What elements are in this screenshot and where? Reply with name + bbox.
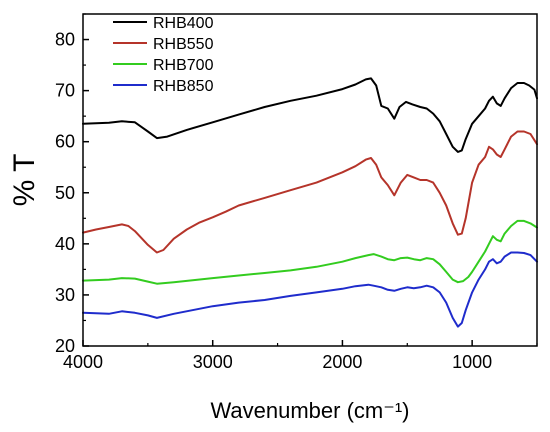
- axes-layer: 4000 3000 2000 1000 20 30 40 50 60 70 80: [55, 13, 538, 372]
- legend-label: RHB850: [153, 78, 214, 95]
- x-tick-label: 3000: [193, 352, 233, 372]
- y-tick-label: 40: [55, 234, 75, 254]
- series-layer: [82, 77, 538, 328]
- y-tick-label: 50: [55, 183, 75, 203]
- x-axis-label: Wavenumber (cm⁻¹): [210, 398, 409, 423]
- y-tick-label: 80: [55, 30, 75, 50]
- legend-label: RHB550: [153, 36, 214, 53]
- series-line-rhb550: [82, 130, 538, 254]
- legend-label: RHB400: [153, 15, 214, 32]
- y-tick-label: 60: [55, 132, 75, 152]
- y-tick-label: 30: [55, 285, 75, 305]
- legend: RHB400 RHB550 RHB700 RHB850: [113, 15, 214, 95]
- series-line-rhb700: [82, 219, 538, 285]
- y-tick-label: 20: [55, 336, 75, 356]
- y-axis-label: % T: [8, 154, 41, 207]
- x-tick-label: 1000: [452, 352, 492, 372]
- x-tick-label: 2000: [322, 352, 362, 372]
- x-tick-label: 4000: [63, 352, 103, 372]
- series-line-rhb400: [82, 77, 538, 153]
- series-line-rhb850: [82, 251, 538, 328]
- plot-frame: [82, 13, 538, 347]
- legend-label: RHB700: [153, 57, 214, 74]
- y-tick-label: 70: [55, 81, 75, 101]
